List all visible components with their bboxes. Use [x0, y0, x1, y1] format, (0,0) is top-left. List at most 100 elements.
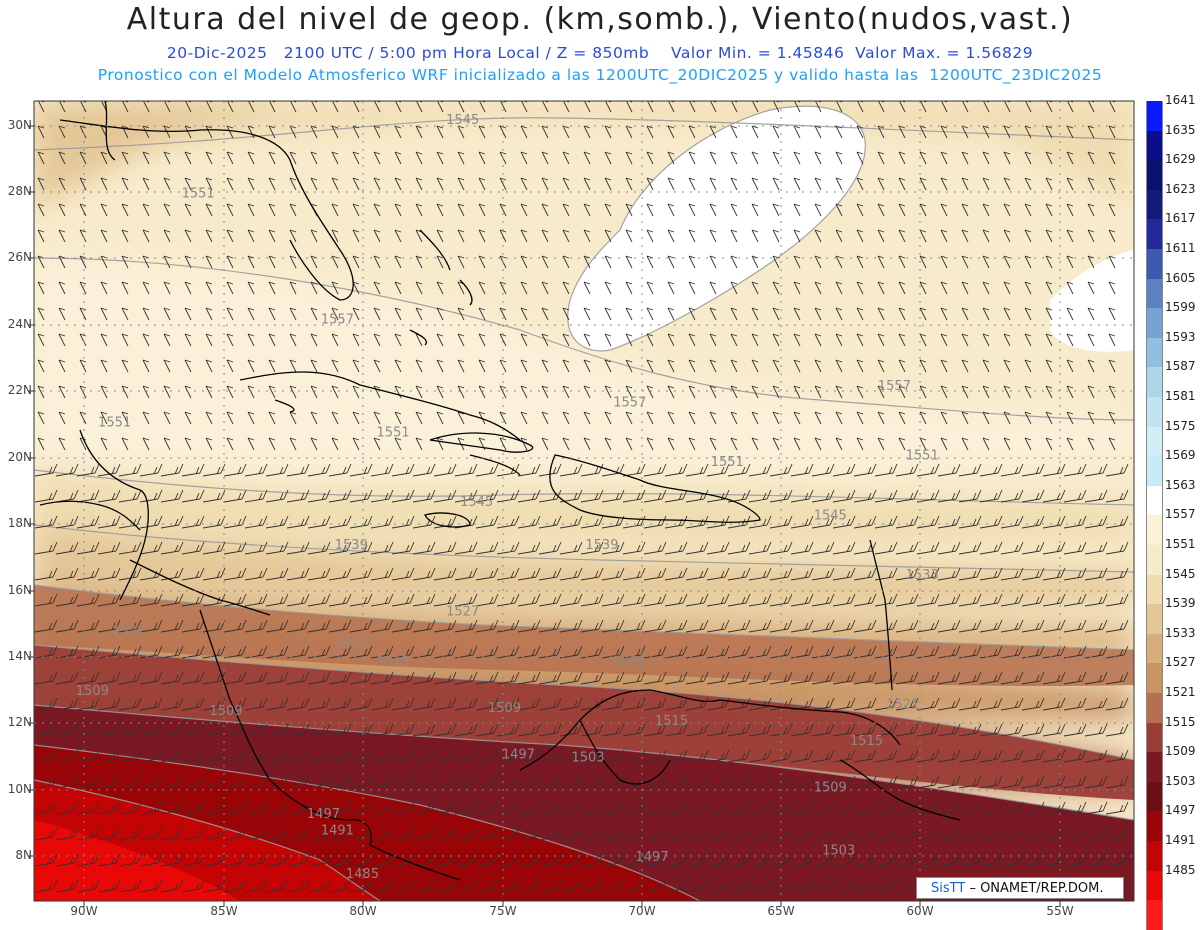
wind-barb [391, 827, 415, 841]
wind-barb [769, 723, 793, 737]
legend-label: 1485 [1165, 862, 1196, 877]
wind-barb [790, 619, 814, 633]
wind-barb [601, 723, 625, 737]
wind-barb [688, 385, 696, 399]
wind-barb [1108, 203, 1116, 217]
wind-barb [937, 463, 961, 477]
wind-barb [937, 801, 961, 815]
wind-barb [790, 463, 814, 477]
wind-barb [1087, 203, 1095, 217]
wind-barb [1042, 853, 1066, 867]
wind-barb [937, 775, 961, 789]
wind-barb [394, 203, 402, 217]
wind-barb [349, 645, 373, 659]
wind-barb [685, 541, 709, 555]
wind-barb [1063, 567, 1087, 581]
wind-barb [769, 775, 793, 789]
wind-barb [118, 515, 142, 529]
wind-barb [142, 411, 150, 425]
wind-barb [412, 619, 436, 633]
wind-barb [538, 541, 562, 555]
wind-barb [58, 203, 66, 217]
wind-barb [1024, 359, 1032, 373]
wind-barb [832, 593, 856, 607]
wind-barb [1108, 101, 1116, 113]
wind-barb [160, 879, 184, 893]
wind-barb [706, 671, 730, 685]
wind-barb [373, 359, 381, 373]
wind-barb [373, 229, 381, 243]
wind-barb [895, 489, 919, 503]
wind-barb [940, 411, 948, 425]
wind-barb [373, 385, 381, 399]
wind-barb [664, 749, 688, 763]
wind-barb [1024, 229, 1032, 243]
wind-barb [436, 101, 444, 113]
wind-barb [937, 853, 961, 867]
wind-barb [415, 151, 423, 165]
wind-barb [520, 101, 528, 113]
wind-barb [793, 101, 801, 113]
wind-barb [811, 593, 835, 607]
wind-barb [793, 307, 801, 321]
wind-barb [142, 177, 150, 191]
wind-barb [1108, 229, 1116, 243]
wind-barb [919, 255, 927, 269]
wind-barb [664, 619, 688, 633]
wind-barb [688, 151, 696, 165]
wind-barb [331, 437, 339, 451]
wind-barb [958, 671, 982, 685]
wind-barb [391, 853, 415, 867]
wind-barb [139, 671, 163, 685]
wind-barb [415, 307, 423, 321]
wind-barb [310, 385, 318, 399]
wind-barb [454, 723, 478, 737]
wind-barb [160, 749, 184, 763]
wind-barb [373, 333, 381, 347]
wind-barb [202, 749, 226, 763]
wind-barb [1063, 749, 1087, 763]
wind-barb [1024, 151, 1032, 165]
wind-barb [811, 749, 835, 763]
wind-barb [454, 567, 478, 581]
wind-barb [601, 749, 625, 763]
wind-barb [517, 541, 541, 555]
wind-barb [667, 359, 675, 373]
wind-barb [580, 489, 604, 503]
wind-barb [121, 229, 129, 243]
wind-barb [520, 177, 528, 191]
wind-barb [433, 853, 457, 867]
wind-barb [1063, 723, 1087, 737]
wind-barb [937, 827, 961, 841]
wind-barb [268, 437, 276, 451]
wind-barb [982, 411, 990, 425]
wind-barb [307, 645, 331, 659]
wind-barb [58, 281, 66, 295]
wind-barb [958, 827, 982, 841]
wind-barb [856, 101, 864, 113]
wind-barb [751, 101, 759, 113]
wind-barb [982, 281, 990, 295]
wind-barb [1003, 437, 1011, 451]
wind-barb [139, 515, 163, 529]
wind-barb [496, 827, 520, 841]
wind-barb [814, 203, 822, 217]
wind-barb [538, 515, 562, 529]
wind-barb [37, 177, 45, 191]
wind-barb [730, 307, 738, 321]
wind-barb [1000, 749, 1024, 763]
wind-barb [160, 801, 184, 815]
wind-barb [814, 333, 822, 347]
wind-barb [709, 125, 717, 139]
wind-barb [37, 281, 45, 295]
wind-barb [811, 645, 835, 659]
wind-barb [97, 827, 121, 841]
wind-barb [370, 593, 394, 607]
wind-barb [457, 151, 465, 165]
wind-barb [181, 541, 205, 555]
wind-barb [937, 749, 961, 763]
wind-barb [856, 229, 864, 243]
wind-barb [307, 541, 331, 555]
wind-barb [730, 281, 738, 295]
wind-barb [97, 879, 121, 893]
